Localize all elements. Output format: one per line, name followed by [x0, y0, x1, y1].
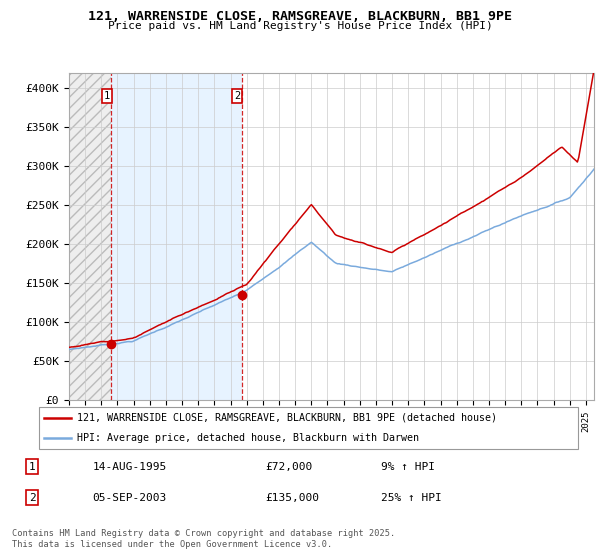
Bar [69, 73, 112, 400]
Text: £135,000: £135,000 [265, 493, 319, 503]
Text: 2: 2 [29, 493, 35, 503]
Text: 1: 1 [104, 91, 110, 101]
Text: 121, WARRENSIDE CLOSE, RAMSGREAVE, BLACKBURN, BB1 9PE (detached house): 121, WARRENSIDE CLOSE, RAMSGREAVE, BLACK… [77, 413, 497, 423]
Text: 25% ↑ HPI: 25% ↑ HPI [380, 493, 442, 503]
Text: £72,000: £72,000 [265, 461, 313, 472]
Text: 05-SEP-2003: 05-SEP-2003 [92, 493, 167, 503]
FancyBboxPatch shape [39, 407, 578, 449]
Text: 121, WARRENSIDE CLOSE, RAMSGREAVE, BLACKBURN, BB1 9PE: 121, WARRENSIDE CLOSE, RAMSGREAVE, BLACK… [88, 10, 512, 23]
Text: HPI: Average price, detached house, Blackburn with Darwen: HPI: Average price, detached house, Blac… [77, 433, 419, 443]
Text: 2: 2 [235, 91, 241, 101]
Text: Price paid vs. HM Land Registry's House Price Index (HPI): Price paid vs. HM Land Registry's House … [107, 21, 493, 31]
Text: 1: 1 [29, 461, 35, 472]
Text: 9% ↑ HPI: 9% ↑ HPI [380, 461, 434, 472]
Text: 14-AUG-1995: 14-AUG-1995 [92, 461, 167, 472]
Text: Contains HM Land Registry data © Crown copyright and database right 2025.
This d: Contains HM Land Registry data © Crown c… [12, 529, 395, 549]
